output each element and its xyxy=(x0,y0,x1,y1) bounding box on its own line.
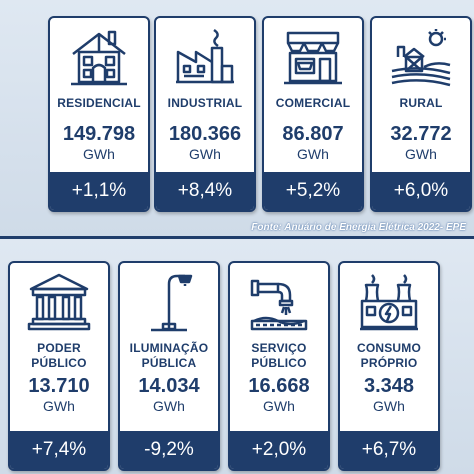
card-unit: GWh xyxy=(405,146,437,162)
bottom-panel: PODER PÚBLICO 13.710 GWh +7,4% ILUMINAÇÃ… xyxy=(0,236,474,474)
card-servico-publico: SERVIÇO PÚBLICO 16.668 GWh +2,0% xyxy=(228,261,330,471)
card-change: -9,2% xyxy=(120,431,218,469)
factory-icon xyxy=(156,18,254,96)
card-label-line1: CONSUMO xyxy=(356,341,422,355)
card-change: +1,1% xyxy=(50,172,148,210)
card-value: 13.710 xyxy=(28,375,90,397)
card-industrial: INDUSTRIAL 180.366 GWh +8,4% xyxy=(154,16,256,212)
card-unit: GWh xyxy=(43,398,75,414)
card-label: COMERCIAL xyxy=(275,96,351,110)
house-icon xyxy=(50,18,148,96)
card-value: 14.034 xyxy=(138,375,200,397)
card-change: +8,4% xyxy=(156,172,254,210)
card-residencial: RESIDENCIAL 149.798 GWh +1,1% xyxy=(48,16,150,212)
card-unit: GWh xyxy=(189,146,221,162)
card-label-line2: PÚBLICO xyxy=(31,356,87,370)
card-label-line2: PÚBLICO xyxy=(251,356,307,370)
card-label: INDUSTRIAL xyxy=(167,96,243,110)
source-credit: Fonte: Anuário de Energia Elétrica 2022-… xyxy=(251,222,466,233)
card-label-line2: PRÓPRIO xyxy=(360,356,418,370)
card-unit: GWh xyxy=(297,146,329,162)
street-lamp-icon xyxy=(120,263,218,341)
card-unit: GWh xyxy=(83,146,115,162)
water-pipe-icon xyxy=(230,263,328,341)
card-label: RURAL xyxy=(399,96,443,110)
card-unit: GWh xyxy=(263,398,295,414)
card-rural: RURAL 32.772 GWh +6,0% xyxy=(370,16,472,212)
card-unit: GWh xyxy=(153,398,185,414)
power-plant-icon xyxy=(340,263,438,341)
card-change: +7,4% xyxy=(10,431,108,469)
card-label-line1: PODER xyxy=(37,341,81,355)
storefront-icon xyxy=(264,18,362,96)
card-poder-publico: PODER PÚBLICO 13.710 GWh +7,4% xyxy=(8,261,110,471)
card-iluminacao-publica: ILUMINAÇÃO PÚBLICA 14.034 GWh -9,2% xyxy=(118,261,220,471)
card-value: 86.807 xyxy=(282,123,344,145)
card-change: +6,0% xyxy=(372,172,470,210)
card-value: 16.668 xyxy=(248,375,310,397)
government-building-icon xyxy=(10,263,108,341)
card-change: +6,7% xyxy=(340,431,438,469)
card-label-line2: PÚBLICA xyxy=(141,356,197,370)
card-value: 180.366 xyxy=(168,123,242,145)
card-value: 3.348 xyxy=(363,375,415,397)
card-label: RESIDENCIAL xyxy=(57,96,141,110)
farm-icon xyxy=(372,18,470,96)
card-value: 149.798 xyxy=(62,123,136,145)
card-consumo-proprio: CONSUMO PRÓPRIO 3.348 GWh +6,7% xyxy=(338,261,440,471)
card-unit: GWh xyxy=(373,398,405,414)
top-panel: RESIDENCIAL 149.798 GWh +1,1% INDUSTRIAL… xyxy=(0,0,474,236)
card-value: 32.772 xyxy=(390,123,452,145)
card-label-line1: ILUMINAÇÃO xyxy=(129,341,209,355)
card-change: +5,2% xyxy=(264,172,362,210)
card-label-line1: SERVIÇO xyxy=(251,341,307,355)
card-comercial: COMERCIAL 86.807 GWh +5,2% xyxy=(262,16,364,212)
card-change: +2,0% xyxy=(230,431,328,469)
